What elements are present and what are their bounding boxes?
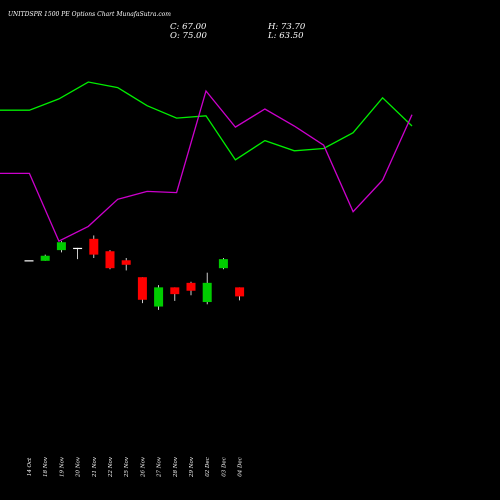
x-tick-label: 19 Nov	[59, 456, 65, 477]
candle-body	[24, 260, 34, 262]
x-tick-label: 27 Nov	[157, 456, 163, 478]
candle-body	[105, 251, 115, 269]
x-tick-label: 02 Dec	[205, 457, 211, 477]
candle-3	[73, 247, 83, 260]
candle-12	[218, 258, 228, 270]
candle-body	[89, 238, 99, 255]
candle-body	[121, 260, 131, 265]
x-tick-label: 22 Nov	[108, 456, 114, 478]
candle-1	[40, 254, 50, 261]
candle-body	[202, 282, 212, 303]
x-tick-label: 04 Dec	[238, 457, 244, 477]
candle-5	[105, 250, 115, 270]
candle-body	[235, 287, 245, 297]
candles-layer	[24, 235, 245, 310]
x-tick-label: 20 Nov	[76, 456, 82, 478]
high-value: H: 73.70	[268, 22, 306, 32]
x-tick-label: 26 Nov	[140, 456, 146, 478]
candle-body	[154, 287, 164, 307]
candle-7	[137, 277, 147, 304]
x-tick-label: 18 Nov	[43, 456, 49, 477]
candle-body	[170, 287, 180, 295]
bands-layer	[0, 81, 413, 242]
x-tick-label: 14 Oct	[27, 457, 33, 476]
candle-6	[121, 258, 131, 271]
candle-2	[56, 241, 66, 253]
close-value: C: 67.00	[170, 22, 207, 32]
candle-body	[73, 247, 83, 250]
x-tick-label: 03 Dec	[221, 457, 227, 477]
candle-9	[170, 287, 180, 301]
open-value: O: 75.00	[170, 31, 207, 41]
candle-body	[218, 259, 228, 269]
candle-body	[56, 242, 66, 251]
x-tick-label: 21 Nov	[92, 456, 98, 478]
upper-band-line	[0, 81, 413, 161]
candle-body	[40, 255, 50, 261]
candle-13	[235, 287, 245, 301]
x-axis-labels: 14 Oct 18 Nov 19 Nov 20 Nov 21 Nov 22 Nov 25 N…	[27, 456, 244, 478]
candle-4	[89, 235, 99, 259]
x-tick-label: 28 Nov	[173, 456, 179, 478]
chart-title: UNITDSPR 1500 PE Options Chart MunafaSut…	[8, 11, 171, 18]
candle-11	[202, 272, 212, 305]
candle-0	[24, 260, 34, 262]
candle-body	[137, 277, 147, 300]
candle-body	[186, 282, 196, 291]
lower-band-line	[0, 89, 413, 242]
candle-8	[154, 285, 164, 310]
x-tick-label: 29 Nov	[189, 456, 195, 478]
low-value: L: 63.50	[268, 31, 304, 41]
x-tick-label: 25 Nov	[124, 456, 130, 478]
candle-10	[186, 281, 196, 296]
